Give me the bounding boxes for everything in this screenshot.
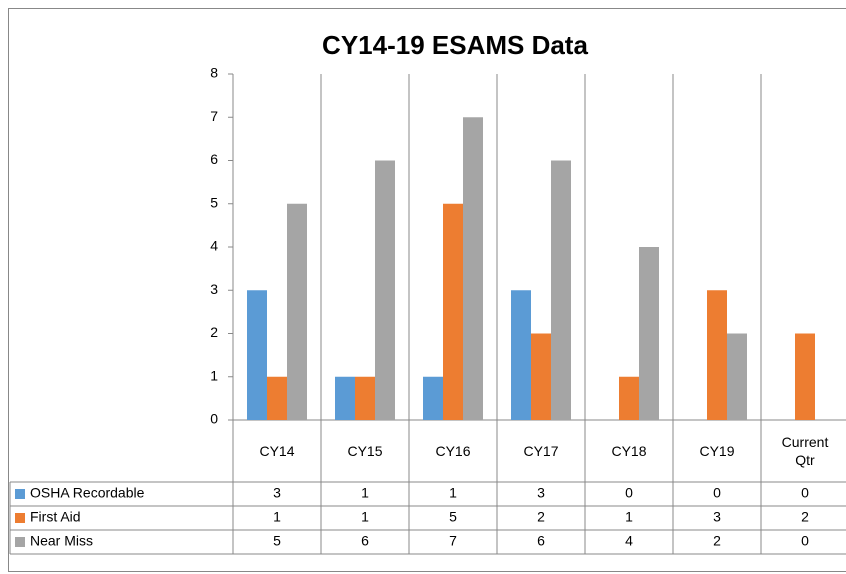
- table-value: 3: [537, 485, 545, 501]
- table-value: 0: [625, 485, 633, 501]
- bar: [355, 376, 375, 420]
- table-value: 5: [273, 533, 281, 549]
- table-value: 7: [449, 533, 457, 549]
- legend-label: OSHA Recordable: [30, 485, 145, 501]
- bar: [727, 333, 747, 420]
- x-tick-label: CY14: [233, 420, 321, 482]
- x-tick-label: CY18: [585, 420, 673, 482]
- x-tick-label: CY17: [497, 420, 585, 482]
- bar: [423, 376, 443, 420]
- bar: [375, 160, 395, 420]
- x-tick-label: CY19: [673, 420, 761, 482]
- x-tick-label-text: CY19: [699, 443, 735, 459]
- table-value: 2: [713, 533, 721, 549]
- table-value: 3: [713, 509, 721, 525]
- table-value: 1: [361, 509, 369, 525]
- y-tick-label: 0: [210, 411, 218, 427]
- table-value: 0: [801, 485, 809, 501]
- legend-swatch: [15, 513, 25, 523]
- legend-swatch: [15, 489, 25, 499]
- bar: [443, 203, 463, 420]
- table-value: 2: [537, 509, 545, 525]
- table-value: 6: [361, 533, 369, 549]
- x-tick-label: CY16: [409, 420, 497, 482]
- y-tick-label: 1: [210, 367, 218, 383]
- bar: [335, 376, 355, 420]
- bar: [511, 290, 531, 420]
- x-tick-label: Current Qtr: [761, 420, 846, 482]
- y-tick-label: 4: [210, 238, 218, 254]
- chart-title: CY14-19 ESAMS Data: [322, 30, 588, 60]
- bar: [551, 160, 571, 420]
- x-tick-label-text: CY14: [259, 443, 295, 459]
- bar: [287, 203, 307, 420]
- x-tick-label-text: CY18: [611, 443, 647, 459]
- y-tick-label: 7: [210, 108, 218, 124]
- chart-border: [8, 8, 846, 572]
- y-tick-label: 8: [210, 65, 218, 81]
- table-value: 5: [449, 509, 457, 525]
- table-value: 2: [801, 509, 809, 525]
- table-value: 0: [713, 485, 721, 501]
- y-tick-label: 3: [210, 281, 218, 297]
- x-tick-label-text: CY16: [435, 443, 471, 459]
- table-value: 3: [273, 485, 281, 501]
- x-tick-label-text: CY17: [523, 443, 559, 459]
- table-value: 0: [801, 533, 809, 549]
- table-value: 1: [625, 509, 633, 525]
- bar: [639, 247, 659, 420]
- table-value: 1: [361, 485, 369, 501]
- legend-swatch: [15, 537, 25, 547]
- legend-label: First Aid: [30, 509, 81, 525]
- bar: [531, 333, 551, 420]
- x-tick-label-text: CY15: [347, 443, 383, 459]
- y-tick-label: 5: [210, 194, 218, 210]
- bar: [463, 117, 483, 420]
- bar: [619, 376, 639, 420]
- x-tick-label-text: Current Qtr: [781, 434, 829, 468]
- bar: [247, 290, 267, 420]
- table-value: 1: [273, 509, 281, 525]
- legend-label: Near Miss: [30, 533, 93, 549]
- table-value: 6: [537, 533, 545, 549]
- bar: [267, 376, 287, 420]
- y-tick-label: 2: [210, 324, 218, 340]
- y-tick-label: 6: [210, 151, 218, 167]
- bar: [795, 333, 815, 420]
- table-value: 1: [449, 485, 457, 501]
- x-tick-label: CY15: [321, 420, 409, 482]
- table-value: 4: [625, 533, 633, 549]
- bar: [707, 290, 727, 420]
